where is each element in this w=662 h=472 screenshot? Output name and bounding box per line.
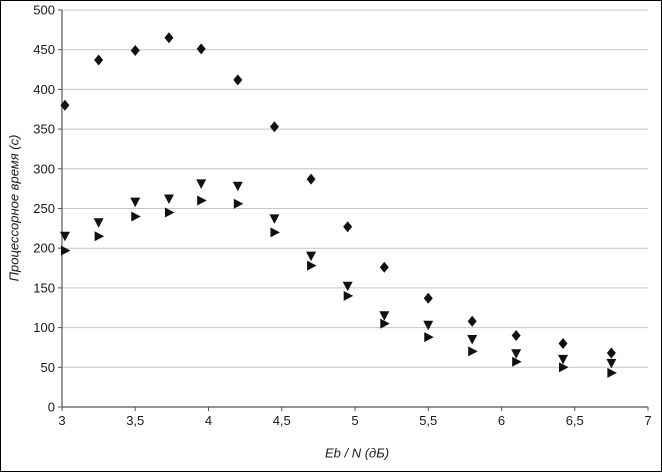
triangle-right-marker	[512, 356, 522, 367]
triangle-down-marker	[423, 320, 434, 331]
x-tick-label: 6	[498, 413, 505, 428]
diamond-marker	[558, 337, 568, 349]
diamond-marker	[511, 330, 521, 342]
y-tick-label: 400	[33, 82, 55, 97]
diamond-marker	[423, 292, 433, 304]
triangle-right-marker	[307, 260, 317, 271]
y-axis-title: Процессорное время (с)	[6, 134, 22, 282]
diamond-marker	[233, 74, 243, 86]
triangle-right-marker	[131, 211, 141, 222]
y-tick-label: 200	[33, 241, 55, 256]
diamond-marker	[269, 121, 279, 133]
triangle-right-marker	[164, 207, 175, 218]
triangle-right-marker	[380, 318, 390, 329]
triangle-down-marker	[467, 335, 478, 345]
triangle-down-marker	[306, 251, 317, 262]
diamond-marker	[94, 54, 104, 66]
y-tick-label: 500	[33, 3, 55, 18]
y-tick-label: 450	[33, 42, 55, 57]
triangle-down-marker	[342, 281, 353, 292]
x-tick-label: 4	[205, 413, 212, 428]
x-tick-label: 5	[351, 413, 358, 428]
y-tick-label: 0	[48, 400, 55, 415]
x-tick-label: 3	[58, 413, 65, 428]
diamond-marker	[467, 315, 477, 327]
triangle-right-marker	[233, 198, 244, 209]
x-axis-title: Eb / N (дБ)	[324, 445, 390, 461]
x-tick-label: 6,5	[566, 413, 584, 428]
diamond-marker	[306, 173, 316, 185]
triangle-down-marker	[606, 358, 617, 369]
y-tick-label: 50	[41, 360, 55, 375]
diamond-marker	[60, 99, 70, 111]
triangle-down-marker	[269, 214, 280, 224]
triangle-right-marker	[559, 362, 569, 373]
triangle-down-marker	[196, 179, 207, 189]
diamond-marker	[196, 43, 206, 55]
y-tick-label: 150	[33, 280, 55, 295]
diamond-marker	[606, 347, 616, 359]
y-tick-label: 350	[33, 122, 55, 137]
triangle-right-marker	[197, 195, 207, 206]
diamond-marker	[130, 44, 140, 56]
triangle-down-marker	[379, 311, 390, 321]
x-tick-label: 4,5	[273, 413, 291, 428]
diamond-marker	[379, 261, 389, 273]
x-tick-label: 3,5	[126, 413, 144, 428]
y-tick-label: 100	[33, 320, 55, 335]
triangle-down-marker	[232, 181, 243, 192]
triangle-right-marker	[270, 227, 280, 238]
triangle-down-marker	[163, 194, 174, 204]
y-tick-label: 300	[33, 161, 55, 176]
triangle-right-marker	[60, 245, 71, 256]
x-tick-label: 7	[644, 413, 651, 428]
diamond-marker	[164, 32, 174, 44]
triangle-down-marker	[511, 349, 522, 359]
triangle-down-marker	[93, 218, 104, 228]
triangle-down-marker	[558, 354, 569, 365]
diamond-marker	[343, 221, 353, 233]
triangle-down-marker	[59, 231, 70, 242]
triangle-right-marker	[424, 332, 434, 343]
triangle-right-marker	[607, 367, 617, 378]
triangle-right-marker	[94, 231, 105, 242]
triangle-right-marker	[343, 290, 354, 301]
x-tick-label: 5,5	[419, 413, 437, 428]
triangle-down-marker	[130, 197, 141, 208]
triangle-right-marker	[468, 346, 478, 357]
y-tick-label: 250	[33, 201, 55, 216]
